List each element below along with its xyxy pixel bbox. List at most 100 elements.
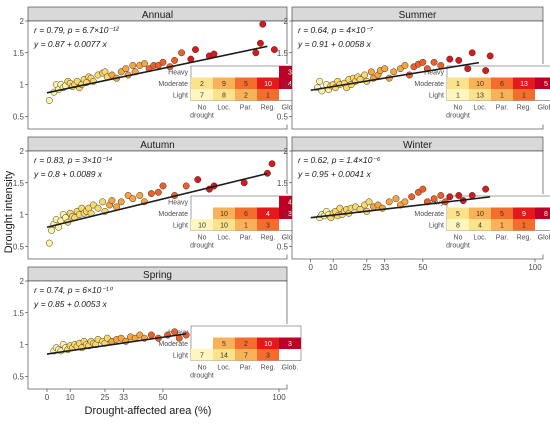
matrix-cell — [513, 77, 535, 89]
matrix-cell — [447, 77, 469, 89]
matrix-cell — [513, 89, 535, 101]
matrix-cell-value: 4 — [478, 223, 482, 230]
y-tick-label: 1.5 — [277, 179, 289, 188]
y-tick-label: 1 — [20, 81, 25, 90]
y-tick-label: 1.5 — [13, 309, 25, 318]
matrix-col-label: drought — [190, 113, 214, 120]
scatter-point — [486, 52, 494, 60]
scatter-point — [401, 198, 409, 206]
matrix-cell-value: 3 — [266, 223, 270, 230]
matrix-cell — [191, 219, 213, 231]
matrix-col-label: drought — [446, 113, 470, 120]
matrix-cell — [279, 196, 301, 208]
scatter-point — [430, 195, 438, 203]
scatter-point — [268, 160, 276, 168]
matrix-cell — [257, 77, 279, 89]
regression-line — [46, 45, 268, 94]
matrix-row-label: Light — [429, 223, 444, 230]
matrix-cell-value: 14 — [220, 353, 228, 360]
y-tick-label: 0.5 — [277, 112, 289, 121]
scatter-point — [482, 185, 490, 193]
matrix-col-label: Glob. — [538, 105, 550, 112]
matrix-row-label: Light — [173, 223, 188, 230]
scatter-point — [437, 192, 445, 199]
scatter-point — [154, 188, 162, 196]
matrix-col-label: Loc. — [473, 235, 486, 242]
matrix-cell-value: 1 — [456, 81, 460, 88]
scatter-point — [129, 62, 137, 69]
matrix-cell — [213, 89, 235, 101]
stat-correlation: r = 0.74, p = 6×10⁻¹⁰ — [34, 285, 114, 295]
matrix-row-label: Light — [173, 353, 188, 360]
matrix-cell-value: 1 — [266, 93, 270, 100]
matrix-cell — [257, 219, 279, 231]
panel-spring: Spring 0.5 1 1.5 2 Heavy Moderate Light 5 2 10 3 7 14… — [13, 266, 305, 402]
matrix-row-label: Moderate — [158, 211, 188, 218]
matrix-cell — [447, 207, 469, 219]
matrix-cell — [191, 77, 213, 89]
matrix-row-label: Moderate — [414, 211, 444, 218]
matrix-col-label: No — [454, 105, 463, 112]
matrix-cell-value: 3 — [266, 353, 270, 360]
matrix-col-label: Glob. — [282, 365, 299, 372]
matrix-cell — [257, 337, 279, 349]
matrix-col-label: Reg. — [261, 105, 276, 112]
stat-regression: y = 0.91 + 0.0058 x — [297, 39, 372, 49]
matrix-cell — [191, 89, 213, 101]
scatter-point — [159, 58, 167, 66]
matrix-row-label: Heavy — [424, 70, 444, 77]
matrix-cell — [491, 207, 513, 219]
scatter-point — [117, 198, 125, 206]
matrix-cell-value: 2 — [244, 93, 248, 100]
y-tick-label: 0.5 — [13, 112, 25, 121]
y-tick-label: 1 — [20, 211, 25, 220]
scatter-point — [159, 182, 167, 190]
matrix-cell-value: 1 — [500, 93, 504, 100]
x-tick-label: 100 — [528, 263, 542, 272]
matrix-cell-value: 5 — [456, 211, 460, 218]
scatter-point — [178, 49, 185, 57]
x-tick-label: 100 — [272, 393, 286, 402]
panel-title: Autumn — [140, 140, 174, 151]
matrix-cell — [235, 207, 257, 219]
scatter-point — [385, 198, 393, 206]
matrix-cell-value: 10 — [220, 223, 228, 230]
matrix-col-label: No — [454, 235, 463, 242]
matrix-col-label: No — [198, 365, 207, 372]
drought-matrix: Heavy Moderate Light 1 10 6 13 5 1 13 1 1 NodroughtL… — [411, 64, 550, 125]
matrix-row-label: Heavy — [168, 200, 188, 207]
x-tick-label: 0 — [45, 393, 50, 402]
matrix-cell — [213, 349, 235, 361]
scatter-point — [270, 46, 278, 54]
matrix-cell-value: 7 — [200, 93, 204, 100]
matrix-col-label: No — [198, 105, 207, 112]
panel-title: Winter — [403, 140, 433, 151]
matrix-cell-value: 7 — [200, 353, 204, 360]
matrix-cell — [235, 337, 257, 349]
matrix-cell-value: 10 — [264, 341, 272, 348]
matrix-col-label: drought — [446, 243, 470, 250]
matrix-cell — [535, 207, 550, 219]
scatter-point — [367, 68, 375, 76]
matrix-row-label: Heavy — [168, 70, 188, 77]
matrix-cell — [257, 89, 279, 101]
y-tick-label: 1 — [284, 211, 289, 220]
matrix-col-label: drought — [190, 243, 214, 250]
panel-title: Spring — [143, 270, 172, 281]
y-tick-label: 2 — [284, 17, 289, 26]
scatter-point — [430, 58, 438, 66]
matrix-cell-value: 9 — [522, 211, 526, 218]
y-tick-label: 1.5 — [277, 49, 289, 58]
matrix-cell — [469, 89, 491, 101]
matrix-cell-value: 1 — [522, 93, 526, 100]
matrix-cell-value: 5 — [244, 81, 248, 88]
y-tick-label: 2 — [20, 277, 25, 286]
matrix-col-label: Glob. — [282, 235, 299, 242]
x-axis-label: Drought-affected area (%) — [85, 405, 212, 417]
matrix-cell-value: 13 — [520, 81, 528, 88]
